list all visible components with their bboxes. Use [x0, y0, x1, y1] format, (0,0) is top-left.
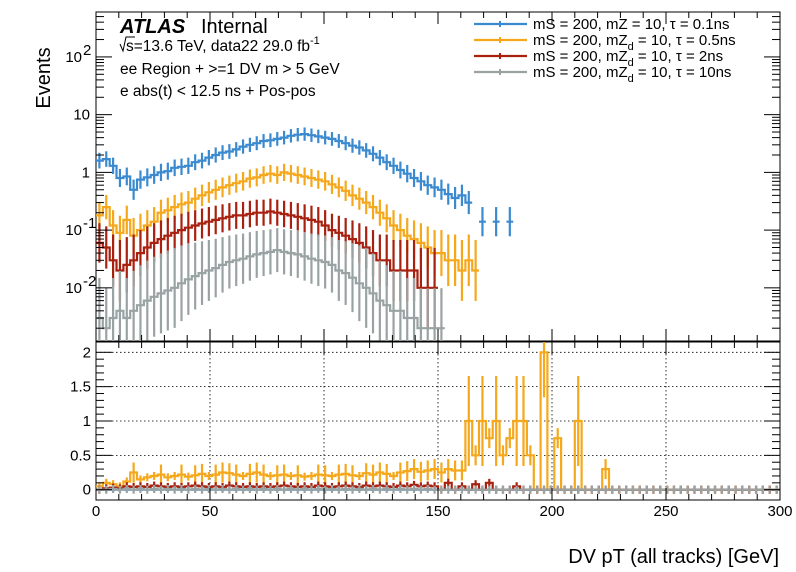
x-tick-label: 0: [92, 503, 100, 520]
legend-label-text: = 10, τ = 2ns: [634, 48, 723, 65]
x-tick-label: 300: [767, 503, 792, 520]
legend-label-2: mS = 200, mZd = 10, τ = 2ns: [533, 48, 723, 69]
y-tick-label: 10: [65, 280, 82, 297]
legend-label-subscript: d: [628, 41, 634, 53]
series-3-ratio-step-line: [96, 487, 780, 491]
y-tick-label: 10: [73, 107, 90, 124]
x-tick-label: 50: [202, 503, 219, 520]
ratio-y-tick-label: 1: [83, 413, 91, 430]
legend-label-text: mS = 200, mZ: [533, 48, 628, 65]
ratio-series-group: [96, 342, 780, 494]
y-axis-label: Events: [33, 47, 55, 108]
series-0-step-line: [96, 133, 514, 223]
x-tick-label: 200: [539, 503, 564, 520]
x-axis-label: DV pT (all tracks) [GeV]: [568, 546, 779, 568]
region-annotation: ee Region + >=1 DV m > 5 GeV: [120, 61, 340, 78]
legend-label-0: mS = 200, mZ = 10, τ = 0.1ns: [533, 16, 729, 33]
series-3-step-line: [96, 249, 445, 330]
ratio-y-tick-label: 1.5: [70, 379, 91, 396]
y-tick-label-exponent: -1: [83, 215, 96, 232]
y-tick-label: 1: [82, 164, 90, 181]
series-1-step-line: [96, 171, 479, 272]
x-tick-label: 250: [653, 503, 678, 520]
y-tick-label: 10: [65, 49, 82, 66]
svg-text:s=13.6 TeV, data22 29.0 fb-1: s=13.6 TeV, data22 29.0 fb-1: [126, 35, 320, 55]
atlas-label: ATLAS: [119, 16, 186, 38]
series-2-step-line: [96, 210, 438, 289]
ratio-y-tick-label: 0.5: [70, 447, 91, 464]
x-tick-label: 150: [425, 503, 450, 520]
legend-label-text: mS = 200, mZ: [533, 32, 628, 49]
internal-label: Internal: [201, 16, 268, 38]
legend-label-text: mS = 200, mZ: [533, 64, 628, 81]
y-tick-label: 10: [65, 222, 82, 239]
top-series-group: [96, 127, 514, 341]
legend-label-subscript: d: [628, 57, 634, 69]
ratio-y-tick-label: 0: [83, 482, 91, 499]
energy-annotation: s=13.6 TeV, data22 29.0 fb-1: [119, 35, 320, 55]
legend-label-subscript: d: [628, 73, 634, 85]
legend-label-text: mS = 200, mZ: [533, 16, 628, 33]
energy-superscript: -1: [310, 35, 320, 47]
axis-ticks: [95, 11, 781, 500]
energy-text: =13.6 TeV, data22 29.0 fb: [134, 38, 310, 55]
legend-label-text: = 10, τ = 0.5ns: [634, 32, 736, 49]
x-tick-label: 100: [311, 503, 336, 520]
sqrt-symbol: [119, 36, 135, 53]
legend-label-text: = 10, τ = 0.1ns: [628, 16, 730, 33]
legend-label-3: mS = 200, mZd = 10, τ = 10ns: [533, 64, 731, 85]
ratio-y-tick-label: 2: [83, 344, 91, 361]
y-tick-label-exponent: -2: [83, 273, 96, 290]
legend-label-1: mS = 200, mZd = 10, τ = 0.5ns: [533, 32, 736, 53]
sqrt-radicand: s: [126, 38, 134, 55]
legend-label-text: = 10, τ = 10ns: [634, 64, 732, 81]
cut-annotation: e abs(t) < 12.5 ns + Pos-pos: [120, 83, 316, 100]
y-tick-label-exponent: 2: [83, 42, 91, 59]
